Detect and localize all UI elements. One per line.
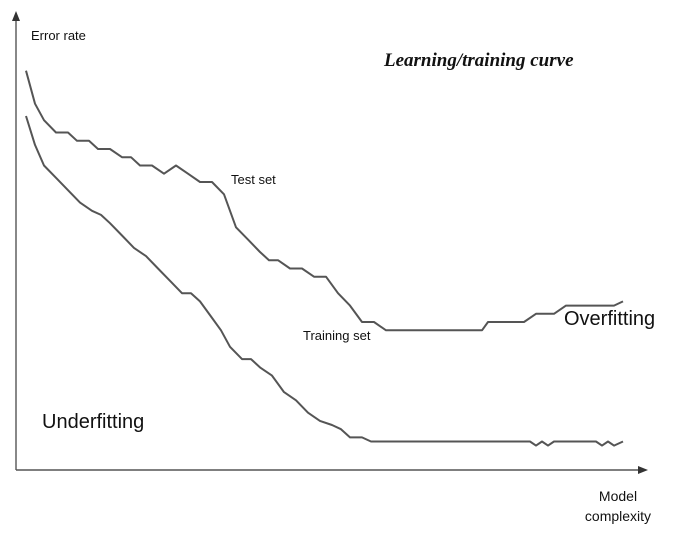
series-label-test-set: Test set [231,172,276,187]
series-line-test-set [25,70,624,332]
x-axis-label: Model complexity [556,486,680,526]
x-axis-label-line-2: complexity [584,508,652,524]
y-axis-arrow [12,11,20,21]
series-layer [25,70,624,447]
y-axis [12,11,20,470]
series-label-training-set: Training set [303,328,371,343]
y-axis-label: Error rate [31,28,86,43]
chart-title: Learning/training curve [384,50,574,71]
x-axis [16,466,648,474]
underfitting-annotation: Underfitting [42,411,145,433]
x-axis-arrow [638,466,648,474]
series-line-training-set [25,115,624,447]
overfitting-annotation: Overfitting [564,308,656,330]
x-axis-label-line-1: Model [598,488,638,504]
